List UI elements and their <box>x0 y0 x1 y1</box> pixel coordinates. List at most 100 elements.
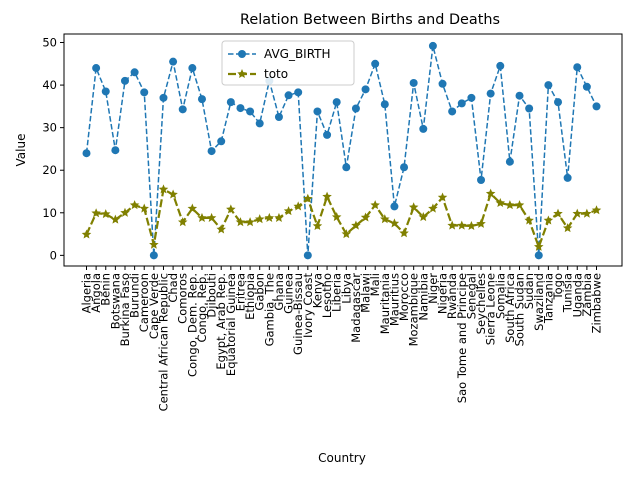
data-point <box>591 205 602 215</box>
x-tick-label: Sierra Leone <box>484 273 498 345</box>
data-point <box>312 220 323 231</box>
data-point <box>130 68 139 77</box>
legend-marker <box>237 69 247 79</box>
y-tick-label: 40 <box>42 78 57 92</box>
data-point <box>351 220 361 230</box>
data-point <box>322 191 332 201</box>
x-tick-label: Uganda <box>570 273 584 317</box>
x-tick-label: Ghana <box>272 273 286 311</box>
x-tick-label: Rwanda <box>445 273 459 319</box>
x-tick-label: Libya <box>339 273 353 304</box>
x-tick-label: Gabon <box>253 273 267 311</box>
x-tick-label: Djibouti <box>205 273 219 318</box>
legend-label: AVG_BIRTH <box>264 47 331 61</box>
x-tick-label: Equatorial Guinea <box>224 273 238 376</box>
data-point <box>428 203 438 213</box>
x-tick-label: Nigeria <box>436 273 450 314</box>
legend-item: toto <box>228 67 288 81</box>
data-point <box>524 215 534 225</box>
data-point <box>274 113 283 122</box>
data-point <box>206 212 217 222</box>
series-toto <box>81 184 602 251</box>
data-point <box>168 189 178 199</box>
data-point <box>573 63 582 72</box>
data-point <box>159 93 168 102</box>
x-axis-label: Country <box>318 451 366 465</box>
data-point <box>563 173 572 182</box>
data-point <box>418 212 429 222</box>
x-tick-label: Mozambique <box>407 273 421 346</box>
data-point <box>544 81 553 90</box>
data-point <box>110 214 121 224</box>
data-point <box>178 105 187 114</box>
data-point <box>389 218 400 228</box>
data-point <box>380 214 390 224</box>
x-tick-label: Liberia <box>330 273 344 312</box>
data-point <box>476 218 486 228</box>
data-point <box>515 91 524 100</box>
data-point <box>216 224 226 234</box>
y-tick-label: 10 <box>42 206 57 220</box>
data-point <box>169 57 178 66</box>
data-point <box>101 87 110 96</box>
series-avg-birth <box>82 41 601 260</box>
data-point <box>274 212 284 222</box>
data-point <box>505 200 515 210</box>
x-tick-label: Guinea <box>282 273 296 314</box>
data-point <box>342 163 351 172</box>
data-point <box>236 104 245 113</box>
data-point <box>447 220 457 230</box>
data-point <box>188 64 197 73</box>
x-tick-label: Chad <box>166 273 180 303</box>
x-tick-label: Tanzania <box>541 273 555 324</box>
data-point <box>140 88 149 97</box>
x-tick-label: Botswana <box>108 273 122 329</box>
data-point <box>81 229 92 239</box>
data-point <box>313 107 322 116</box>
data-point <box>554 98 563 107</box>
series-line <box>85 45 598 256</box>
x-tick-label: Madagascar <box>349 273 363 343</box>
data-point <box>197 212 207 222</box>
data-point <box>457 99 466 108</box>
x-tick-label: Togo <box>551 273 565 300</box>
data-point <box>331 212 342 222</box>
x-tick-label: Seychelles <box>474 273 488 334</box>
data-point <box>360 212 371 222</box>
data-point <box>111 146 120 155</box>
x-tick-label: Gambia, The <box>262 273 276 346</box>
x-tick-label: Mauritania <box>378 273 392 334</box>
data-point <box>129 200 140 210</box>
data-point <box>217 137 226 146</box>
data-point <box>419 124 428 133</box>
data-point <box>457 220 467 230</box>
x-tick-label: Malawi <box>359 273 373 313</box>
data-point <box>351 104 360 113</box>
data-point <box>264 212 275 222</box>
x-tick-label: Eritrea <box>233 273 247 311</box>
data-point <box>485 188 496 198</box>
data-point <box>82 149 91 158</box>
legend-marker <box>238 50 246 58</box>
data-point <box>255 119 264 128</box>
data-point <box>303 193 313 203</box>
data-point <box>466 220 477 231</box>
x-tick-label: Cameroon <box>137 273 151 332</box>
x-tick-label: Morocco <box>397 273 411 321</box>
data-point <box>187 203 198 213</box>
x-tick-label: Benin <box>99 273 113 306</box>
data-point <box>400 163 409 172</box>
x-tick-label: Egypt, Arab Rep. <box>214 273 228 370</box>
data-point <box>370 200 380 210</box>
x-tick-label: Kenya <box>310 273 324 308</box>
data-point <box>534 241 544 251</box>
data-point <box>495 198 506 208</box>
x-tick-label: Congo, Rep. <box>195 273 209 343</box>
plot-frame <box>63 33 623 267</box>
x-tick-label: Mali <box>368 273 382 296</box>
data-point <box>572 208 583 218</box>
legend-label: toto <box>264 67 288 81</box>
